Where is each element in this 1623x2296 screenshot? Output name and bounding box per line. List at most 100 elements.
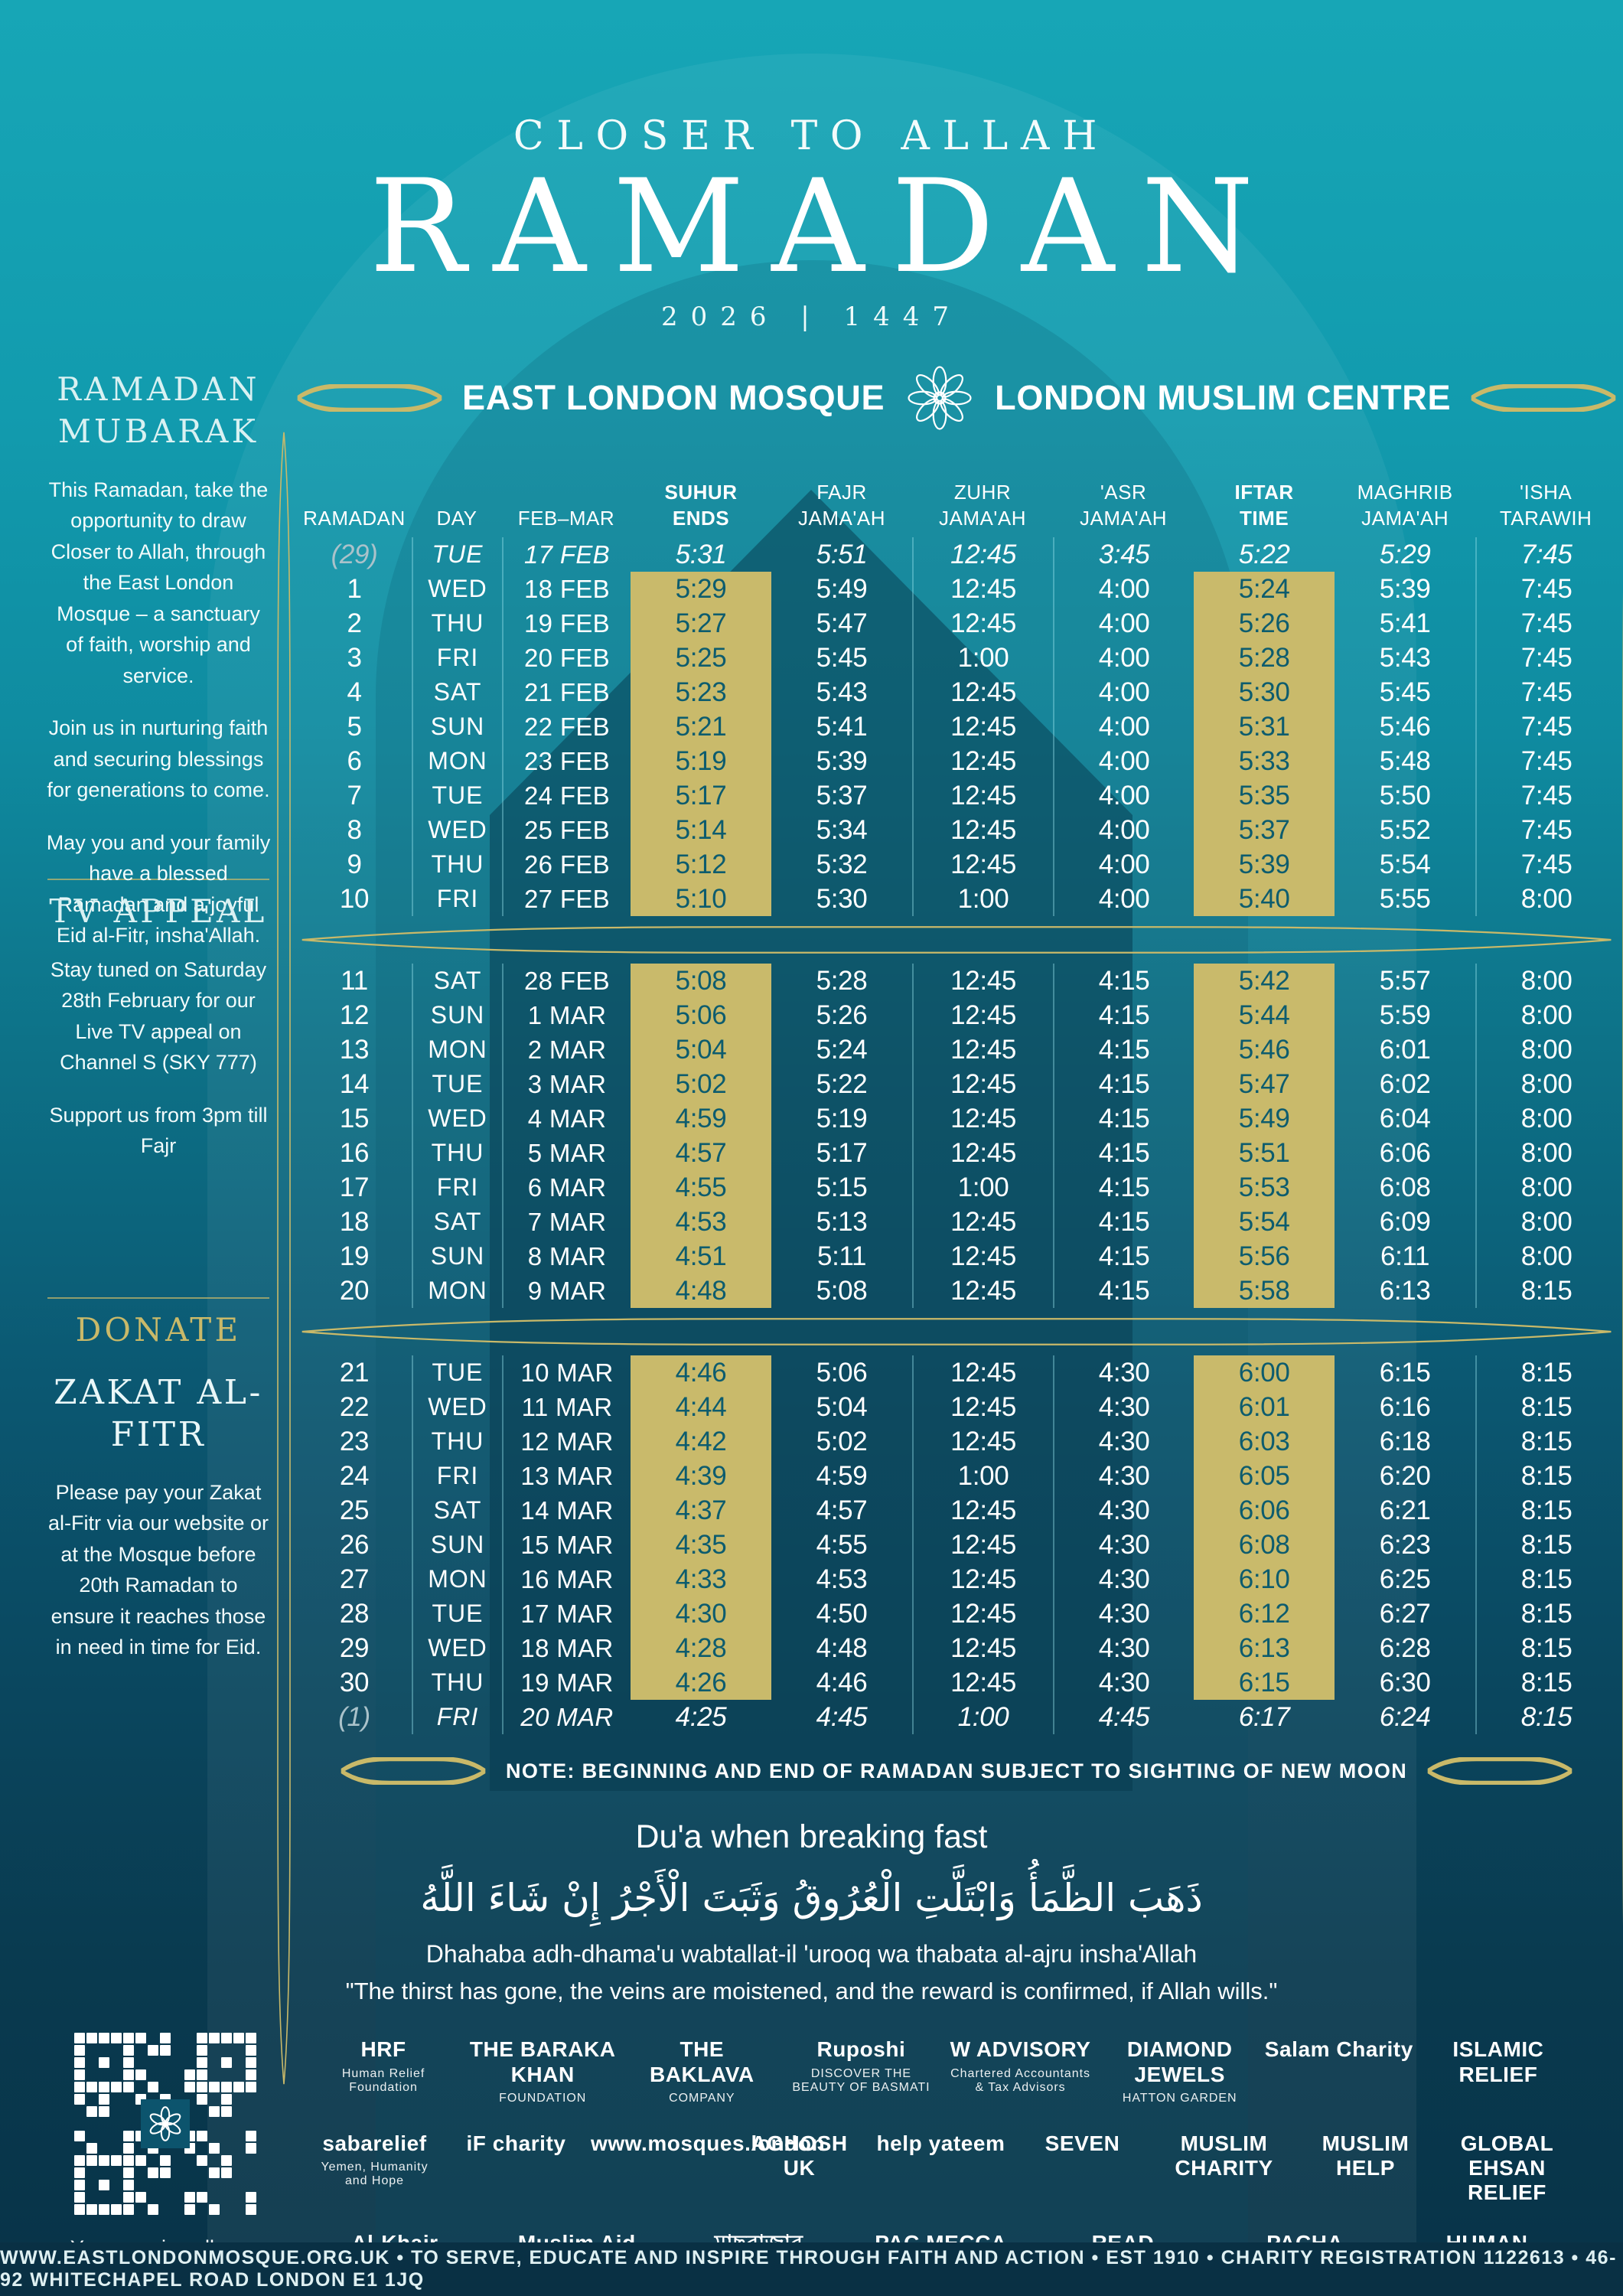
cell-n: 14 — [339, 1068, 370, 1099]
cell-asr: 4:15 — [1053, 964, 1194, 999]
sponsor-row-1: HRF Human Relief Foundation THE BARAKA KHA… — [308, 2037, 1574, 2105]
cell-day: WED — [412, 1390, 502, 1425]
tv-appeal-title: TV APPEAL — [49, 892, 268, 931]
sponsor-logo: www.mosques.london — [591, 2131, 826, 2155]
cell-maghrib: 6:02 — [1379, 1068, 1431, 1099]
note-text: NOTE: BEGINNING AND END OF RAMADAN SUBJE… — [506, 1759, 1408, 1782]
prayer-timetable: RAMADAN DAY FEB–MAR SUHUR ENDS FAJR JAMA'AH ZUH… — [297, 455, 1616, 1735]
cell-n: 21 — [339, 1357, 370, 1388]
cell-n: 6 — [347, 745, 362, 776]
cell-fajr: 4:53 — [816, 1564, 868, 1594]
gold-lancet-ornament-right — [1622, 602, 1623, 1915]
cell-suhur: 4:33 — [631, 1562, 772, 1597]
cell-asr: 4:30 — [1053, 1355, 1194, 1391]
cell-isha: 7:45 — [1475, 537, 1616, 572]
cell-fajr: 5:06 — [816, 1357, 868, 1388]
table-row: 30 THU 19 MAR 4:26 4:46 12:45 4:30 6:15 6:30 8:15 — [297, 1665, 1616, 1701]
cell-zuhr: 12:45 — [912, 847, 1053, 882]
sponsor-logo: sabarelief Yemen, Humanity and Hope — [321, 2131, 429, 2187]
cell-date: 3 MAR — [502, 1067, 631, 1102]
cell-isha: 7:45 — [1475, 606, 1616, 641]
cell-date: 4 MAR — [502, 1101, 631, 1137]
cell-date: 17 MAR — [502, 1596, 631, 1632]
cell-day: SAT — [412, 675, 502, 710]
table-row: 9 THU 26 FEB 5:12 5:32 12:45 4:00 5:39 5:54 7:45 — [297, 847, 1616, 882]
cell-maghrib: 6:01 — [1379, 1034, 1431, 1065]
cell-isha: 7:45 — [1475, 572, 1616, 607]
table-row: 6 MON 23 FEB 5:19 5:39 12:45 4:00 5:33 5:48 7:45 — [297, 744, 1616, 779]
sidebar-divider — [47, 879, 269, 881]
cell-iftar: 5:44 — [1194, 998, 1335, 1033]
cell-n: (29) — [331, 539, 378, 569]
cell-maghrib: 6:15 — [1379, 1357, 1431, 1388]
cell-maghrib: 6:04 — [1379, 1103, 1431, 1133]
cell-asr: 4:45 — [1053, 1700, 1194, 1735]
column-header: DAY — [436, 506, 477, 530]
cell-asr: 4:00 — [1053, 709, 1194, 745]
gold-lancet-ornament-left — [277, 432, 291, 2085]
cell-isha: 8:15 — [1475, 1596, 1616, 1632]
cell-suhur: 5:23 — [631, 675, 772, 710]
cell-suhur: 5:27 — [631, 606, 772, 641]
cell-maghrib: 5:52 — [1379, 814, 1431, 845]
cell-n: 12 — [339, 1000, 370, 1030]
table-row: 1 WED 18 FEB 5:29 5:49 12:45 4:00 5:24 5:39 7:45 — [297, 572, 1616, 607]
table-row: 21 TUE 10 MAR 4:46 5:06 12:45 4:30 6:00 6:15 8:15 — [297, 1355, 1616, 1391]
table-row: 14 TUE 3 MAR 5:02 5:22 12:45 4:15 5:47 6:02 8:00 — [297, 1067, 1616, 1102]
cell-day: TUE — [412, 1355, 502, 1391]
cell-day: TUE — [412, 1067, 502, 1102]
cell-fajr: 4:55 — [816, 1529, 868, 1560]
cell-day: MON — [412, 1032, 502, 1068]
cell-asr: 4:30 — [1053, 1424, 1194, 1459]
zakat-al-fitr-subtitle: ZAKAT AL-FITR — [54, 1372, 263, 1454]
cell-isha: 8:15 — [1475, 1459, 1616, 1494]
cell-maghrib: 6:21 — [1379, 1495, 1431, 1525]
cell-day: SUN — [412, 998, 502, 1033]
cell-zuhr: 12:45 — [912, 744, 1053, 779]
table-row: 13 MON 2 MAR 5:04 5:24 12:45 4:15 5:46 6:01 8:00 — [297, 1032, 1616, 1068]
cell-date: 18 FEB — [502, 572, 631, 607]
cell-suhur: 4:48 — [631, 1274, 772, 1309]
cell-isha: 8:15 — [1475, 1390, 1616, 1425]
sponsor-row-2: sabarelief Yemen, Humanity and Hope iF cha… — [308, 2131, 1574, 2206]
ramadan-mubarak-section: RAMADAN MUBARAK This Ramadan, take the o… — [43, 358, 274, 947]
sponsor-logo: MUSLIM CHARITY — [1175, 2131, 1273, 2180]
cell-n: 2 — [347, 608, 362, 638]
cell-date: 28 FEB — [502, 964, 631, 999]
cell-fajr: 5:49 — [816, 573, 868, 604]
cell-zuhr: 12:45 — [912, 964, 1053, 999]
cell-n: 23 — [339, 1426, 370, 1456]
cell-date: 23 FEB — [502, 744, 631, 779]
cell-maghrib: 6:20 — [1379, 1460, 1431, 1491]
cell-isha: 8:15 — [1475, 1700, 1616, 1735]
cell-asr: 4:30 — [1053, 1665, 1194, 1701]
cell-day: WED — [412, 572, 502, 607]
cell-zuhr: 12:45 — [912, 1067, 1053, 1102]
cell-fajr: 5:15 — [816, 1172, 868, 1202]
cell-day: FRI — [412, 882, 502, 917]
cell-isha: 8:15 — [1475, 1562, 1616, 1597]
column-header: 'ASR JAMA'AH — [1080, 480, 1168, 530]
cell-suhur: 4:55 — [631, 1170, 772, 1205]
gold-lens-ornament — [1471, 384, 1616, 413]
cell-fajr: 4:50 — [816, 1598, 868, 1629]
column-header: RAMADAN — [303, 506, 406, 530]
cell-suhur: 5:04 — [631, 1032, 772, 1068]
cell-isha: 8:00 — [1475, 1067, 1616, 1102]
cell-suhur: 5:08 — [631, 964, 772, 999]
cell-suhur: 4:26 — [631, 1665, 772, 1701]
cell-day: SAT — [412, 1205, 502, 1240]
mubarak-paragraph-1: This Ramadan, take the opportunity to dr… — [48, 478, 269, 687]
cell-isha: 7:45 — [1475, 675, 1616, 710]
poster-year: 2026 | 1447 — [660, 302, 963, 333]
table-row: 28 TUE 17 MAR 4:30 4:50 12:45 4:30 6:12 6:27 8:15 — [297, 1596, 1616, 1632]
cell-date: 15 MAR — [502, 1528, 631, 1563]
cell-day: WED — [412, 1631, 502, 1666]
cell-zuhr: 12:45 — [912, 1101, 1053, 1137]
cell-asr: 4:15 — [1053, 1136, 1194, 1171]
note-banner: NOTE: BEGINNING AND END OF RAMADAN SUBJE… — [297, 1757, 1616, 1786]
cell-fajr: 4:57 — [816, 1495, 868, 1525]
cell-zuhr: 12:45 — [912, 1205, 1053, 1240]
cell-date: 24 FEB — [502, 778, 631, 814]
cell-isha: 8:00 — [1475, 1205, 1616, 1240]
